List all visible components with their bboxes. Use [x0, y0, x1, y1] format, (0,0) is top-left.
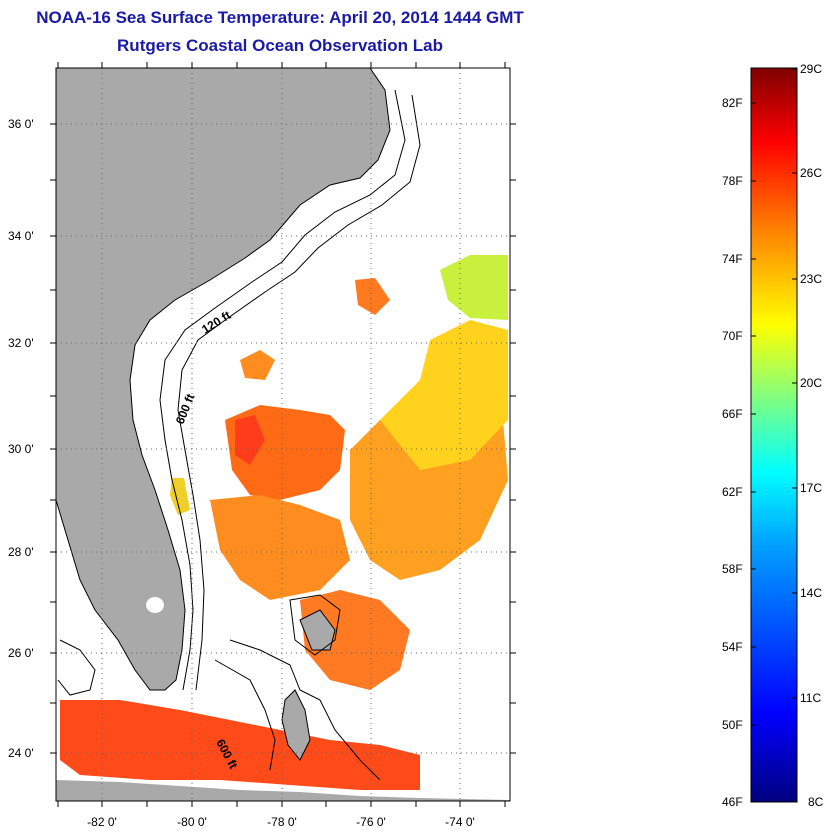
colorbar-c-14: 14C — [800, 586, 823, 600]
lon-label-82: -82 0' — [87, 815, 117, 829]
lon-label-80: -80 0' — [177, 815, 207, 829]
colorbar-f-74: 74F — [722, 252, 743, 266]
graticule — [56, 68, 510, 801]
colorbar-c-11: 11C — [800, 691, 822, 705]
sst-data-layer — [60, 255, 508, 790]
colorbar-c-23: 23C — [800, 272, 823, 286]
colorbar-f-70: 70F — [722, 329, 743, 343]
colorbar-ticks — [751, 68, 797, 726]
colorbar-c-17: 17C — [800, 481, 823, 495]
colorbar-c-8: 8C — [808, 795, 824, 809]
lat-label-26: 26 0' — [8, 646, 34, 660]
colorbar-c-29: 29C — [800, 62, 823, 76]
lat-label-34: 34 0' — [8, 229, 34, 243]
lon-label-78: -78 0' — [267, 815, 297, 829]
land-layer — [55, 67, 510, 801]
colorbar-c-20: 20C — [800, 376, 823, 390]
colorbar-f-66: 66F — [722, 407, 743, 421]
lat-label-32: 32 0' — [8, 336, 34, 350]
lon-label-74: -74 0' — [445, 815, 475, 829]
axis-ticks — [50, 62, 516, 807]
colorbar-f-54: 54F — [722, 640, 743, 654]
map-title: NOAA-16 Sea Surface Temperature: April 2… — [36, 8, 524, 27]
colorbar-f-58: 58F — [722, 562, 743, 576]
colorbar-c-26: 26C — [800, 166, 823, 180]
colorbar-f-46: 46F — [722, 795, 743, 809]
lat-label-24: 24 0' — [8, 746, 34, 760]
lat-label-28: 28 0' — [8, 545, 34, 559]
colorbar-f-50: 50F — [722, 718, 743, 732]
map-frame — [55, 67, 511, 802]
colorbar-f-78: 78F — [722, 174, 743, 188]
colorbar-f-82: 82F — [722, 96, 743, 110]
colorbar-f-62: 62F — [722, 485, 743, 499]
lon-label-76: -76 0' — [356, 815, 386, 829]
lat-label-30: 30 0' — [8, 442, 34, 456]
lat-label-36: 36 0' — [8, 117, 34, 131]
colorbar — [750, 67, 798, 803]
depth-contours — [57, 89, 421, 781]
map-subtitle: Rutgers Coastal Ocean Observation Lab — [117, 36, 443, 55]
